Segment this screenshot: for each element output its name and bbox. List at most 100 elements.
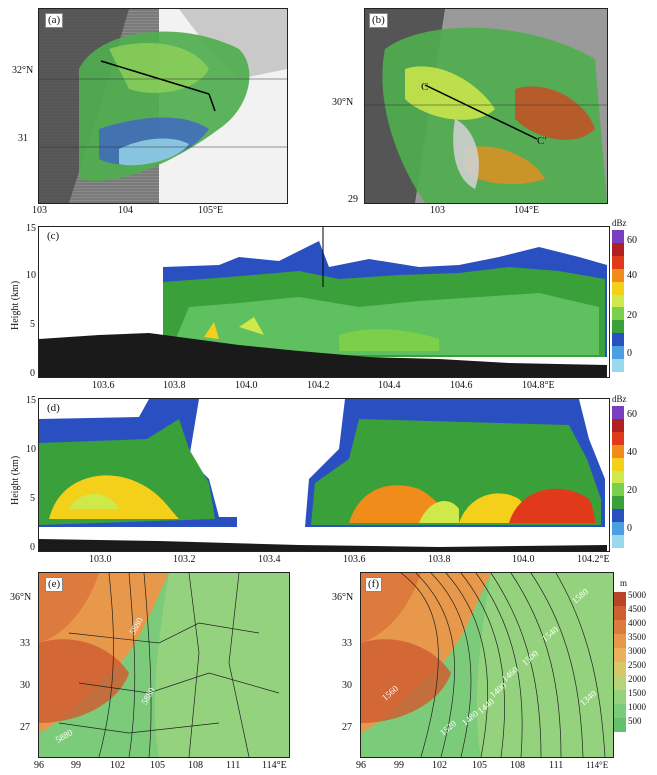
axis-tick: 99 [394,760,404,771]
axis-tick: 108 [188,760,203,771]
colorbar-segment [612,242,624,256]
colorbar-segment [612,522,624,536]
axis-tick: 111 [226,760,241,771]
axis-tick: 10 [26,270,36,281]
axis-tick: 103.2 [173,554,196,565]
colorbar-segment [614,634,626,648]
axis-tick: 104.2°E [577,554,610,565]
colorbar-segment [612,320,624,334]
axis-tick: 31 [18,133,28,144]
axis-tick: 32°N [12,65,34,76]
axis-tick: 27 [342,722,352,733]
colorbar-segment [614,620,626,634]
colorbar-segment [614,662,626,676]
panel-label: (a) [45,13,64,28]
axis-tick: 105°E [198,205,224,216]
colorbar-segment [612,457,624,471]
marker-c: C [421,81,429,93]
axis-tick: 33 [20,638,30,649]
axis-tick: 15 [26,223,36,234]
colorbar-segment [612,294,624,308]
axis-tick: 10 [26,444,36,455]
axis-tick: 104.8°E [522,380,555,391]
panel-label: (d) [45,402,62,415]
colorbar-tick: 1000 [628,702,646,712]
colorbar-segment [612,333,624,347]
colorbar-tick: 3000 [628,646,646,656]
colorbar-segment [614,704,626,718]
axis-tick: 30 [20,680,30,691]
colorbar-unit: m [620,578,628,588]
panel-d-cross-section: (d) [38,398,610,552]
colorbar-segment [612,470,624,484]
colorbar-segment [612,483,624,497]
colorbar-segment [612,509,624,523]
axis-tick: 104°E [514,205,540,216]
panel-label: (e) [45,577,64,592]
colorbar-segment [612,281,624,295]
colorbar-segment [612,418,624,432]
marker-c-prime: C′ [537,135,547,147]
colorbar-dbz [612,230,624,372]
colorbar-segment [612,535,624,548]
axis-tick: 105 [150,760,165,771]
colorbar-unit: dBz [612,218,627,228]
colorbar-segment [612,268,624,282]
colorbar-segment [614,648,626,662]
axis-tick: 99 [71,760,81,771]
axis-tick: 102 [432,760,447,771]
colorbar-segment [612,431,624,445]
colorbar-tick: 500 [628,716,642,726]
axis-tick: 15 [26,395,36,406]
colorbar-dbz [612,406,624,548]
colorbar-tick: 4000 [628,618,646,628]
axis-tick: 5 [30,319,35,330]
axis-tick: 36°N [10,592,32,603]
colorbar-segment [612,230,624,243]
colorbar-segment [612,307,624,321]
colorbar-tick: 3500 [628,632,646,642]
colorbar-tick: 4500 [628,604,646,614]
panel-label: (c) [45,230,62,243]
axis-tick: 104.4 [378,380,401,391]
colorbar-tick: 2500 [628,660,646,670]
axis-tick: 105 [472,760,487,771]
colorbar-segment [612,359,624,372]
axis-tick: 0 [30,368,35,379]
axis-tick: 27 [20,722,30,733]
axis-tick: 103.8 [163,380,186,391]
colorbar-terrain [614,592,626,732]
colorbar-segment [612,444,624,458]
panel-b-map: (b) C C′ [364,8,608,204]
y-axis-title: Height (km) [10,280,21,330]
axis-tick: 103.6 [343,554,366,565]
axis-tick: 36°N [332,592,354,603]
panel-a-map: (a) [38,8,288,204]
colorbar-segment [614,690,626,704]
colorbar-tick: 40 [627,447,637,458]
panel-f-map: (f) 1560 1520 1480 1440 1400 1460 1500 1… [360,572,614,758]
colorbar-tick: 5000 [628,590,646,600]
axis-tick: 104.0 [235,380,258,391]
panel-e-map: (e) 5880 5880 5880 [38,572,290,758]
axis-tick: 104.0 [512,554,535,565]
axis-tick: 114°E [262,760,287,771]
axis-tick: 114°E [586,760,609,770]
colorbar-tick: 40 [627,270,637,281]
colorbar-segment [614,676,626,690]
axis-tick: 103.4 [258,554,281,565]
colorbar-segment [614,606,626,620]
colorbar-tick: 0 [627,523,632,534]
axis-tick: 111 [549,760,564,771]
axis-tick: 29 [348,194,358,205]
axis-tick: 103.8 [428,554,451,565]
axis-tick: 5 [30,493,35,504]
axis-tick: 104 [118,205,133,216]
colorbar-tick: 20 [627,485,637,496]
axis-tick: 103.6 [92,380,115,391]
axis-tick: 96 [34,760,44,771]
axis-tick: 104.2 [307,380,330,391]
axis-tick: 103 [32,205,47,216]
colorbar-tick: 20 [627,310,637,321]
axis-tick: 96 [356,760,366,771]
